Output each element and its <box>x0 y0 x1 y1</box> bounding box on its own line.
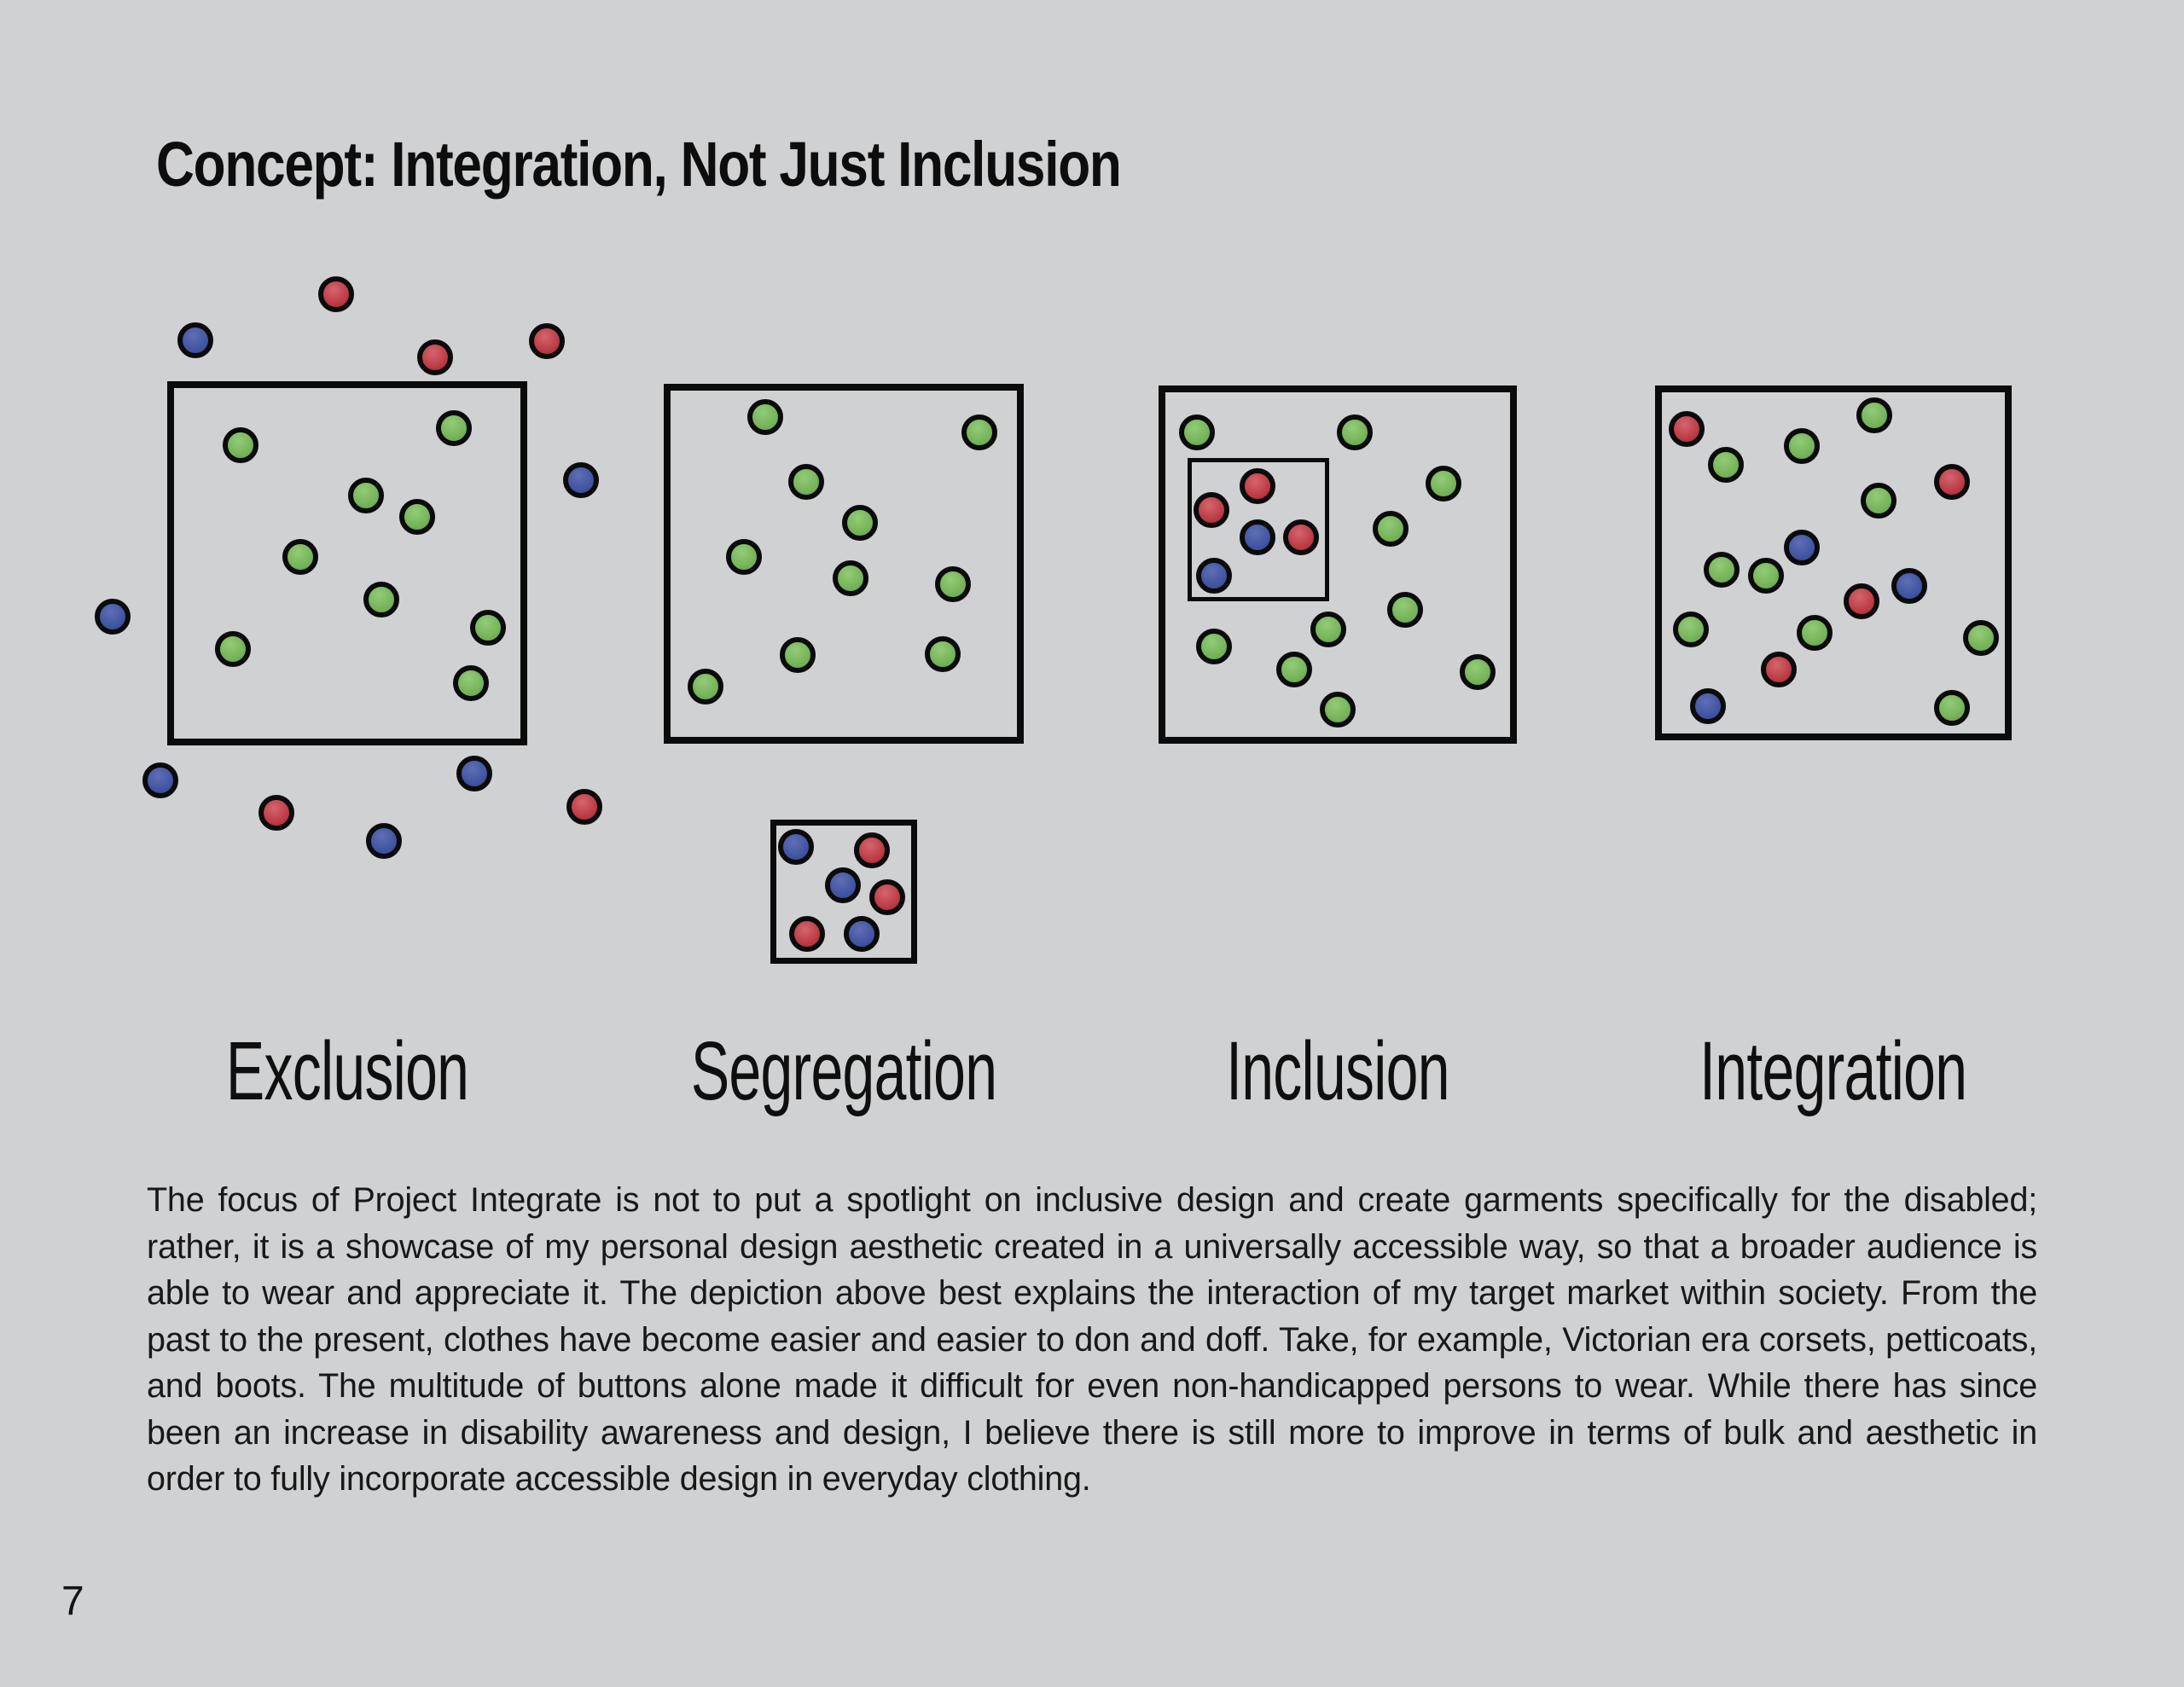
red-dot <box>854 832 890 868</box>
blue-dot <box>1196 558 1232 594</box>
green-dot <box>780 637 816 673</box>
red-dot <box>1844 583 1879 619</box>
green-dot <box>1784 428 1820 464</box>
page-title: Concept: Integration, Not Just Inclusion <box>156 128 1304 200</box>
blue-dot <box>1784 530 1820 565</box>
green-dot <box>747 399 783 435</box>
red-dot <box>566 789 602 825</box>
green-dot <box>842 505 878 541</box>
exclusion-box <box>167 381 527 745</box>
red-dot <box>258 795 294 831</box>
body-paragraph: The focus of Project Integrate is not to… <box>147 1181 2037 1498</box>
green-dot <box>1179 415 1215 450</box>
green-dot <box>1708 447 1744 483</box>
green-dot <box>726 539 762 575</box>
green-dot <box>1797 615 1833 651</box>
green-dot <box>1748 558 1784 594</box>
red-dot <box>1194 492 1229 528</box>
green-dot <box>1387 592 1423 628</box>
green-dot <box>363 582 399 617</box>
green-dot <box>1673 612 1709 647</box>
green-dot <box>833 560 868 596</box>
blue-dot <box>1690 688 1726 724</box>
inclusion-inner-box <box>1188 458 1329 601</box>
green-dot <box>1934 690 1970 726</box>
green-dot <box>1310 612 1346 647</box>
green-dot <box>1337 415 1373 450</box>
blue-dot <box>563 462 599 498</box>
blue-dot <box>825 867 861 903</box>
green-dot <box>215 631 251 667</box>
green-dot <box>925 636 961 672</box>
green-dot <box>788 464 824 500</box>
green-dot <box>1426 466 1461 501</box>
green-dot <box>1373 511 1409 547</box>
green-dot <box>1861 483 1896 519</box>
segregation-sub-box <box>770 820 917 964</box>
green-dot <box>282 539 318 575</box>
red-dot <box>1934 464 1970 500</box>
label-integration: Integration <box>1699 1024 1967 1117</box>
blue-dot <box>142 762 178 798</box>
blue-dot <box>456 756 492 791</box>
label-inclusion: Inclusion <box>1226 1024 1449 1117</box>
green-dot <box>1963 620 1999 656</box>
blue-dot <box>1240 519 1275 555</box>
blue-dot <box>95 599 131 635</box>
blue-dot <box>844 916 880 952</box>
green-dot <box>1276 652 1312 687</box>
green-dot <box>961 415 997 450</box>
red-dot <box>1283 519 1319 555</box>
green-dot <box>688 669 723 704</box>
blue-dot <box>177 322 213 358</box>
label-segregation: Segregation <box>690 1024 997 1117</box>
red-dot <box>529 323 565 359</box>
red-dot <box>318 276 354 312</box>
inclusion-outer-box <box>1159 386 1517 744</box>
blue-dot <box>1891 568 1927 604</box>
red-dot <box>1761 652 1797 687</box>
red-dot <box>1240 468 1275 504</box>
green-dot <box>453 665 489 701</box>
green-dot <box>399 499 435 535</box>
blue-dot <box>366 823 402 859</box>
green-dot <box>348 478 384 513</box>
green-dot <box>223 427 258 463</box>
page-title-text: Concept: Integration, Not Just Inclusion <box>156 129 1122 200</box>
integration-box <box>1655 386 2012 740</box>
green-dot <box>1460 654 1496 690</box>
label-exclusion: Exclusion <box>225 1024 469 1117</box>
blue-dot <box>778 829 814 865</box>
red-dot <box>1669 411 1705 447</box>
green-dot <box>1704 552 1740 588</box>
green-dot <box>436 410 472 446</box>
red-dot <box>869 879 905 915</box>
green-dot <box>1196 629 1232 664</box>
red-dot <box>789 916 825 952</box>
green-dot <box>935 566 971 602</box>
green-dot <box>1856 397 1892 433</box>
green-dot <box>1320 692 1356 728</box>
segregation-box <box>664 384 1024 744</box>
green-dot <box>470 610 506 646</box>
red-dot <box>417 339 453 375</box>
page-number: 7 <box>61 1579 84 1624</box>
